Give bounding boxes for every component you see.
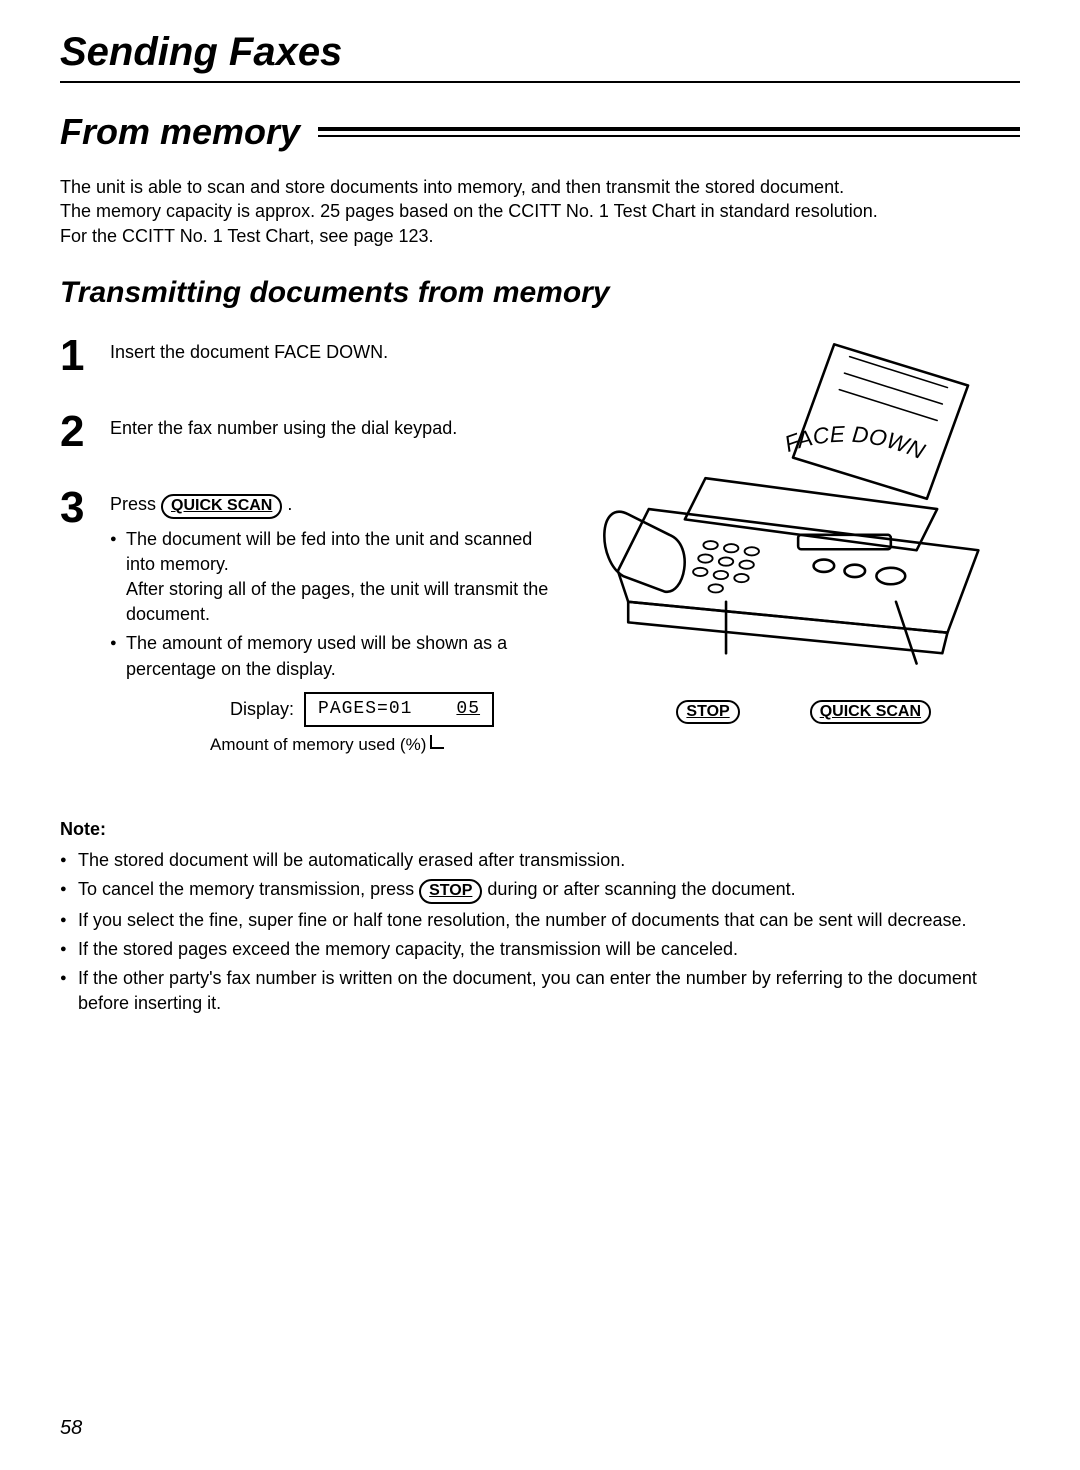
step-number: 1 (60, 334, 110, 378)
intro-text: The unit is able to scan and store docum… (60, 175, 1020, 248)
display-row: Display: PAGES=01 05 (230, 692, 557, 727)
face-down-label: FACE DOWN (781, 420, 929, 464)
svg-text:FACE DOWN: FACE DOWN (781, 420, 929, 464)
note-item: The stored document will be automaticall… (60, 848, 1020, 873)
step-lead: Press QUICK SCAN . (110, 492, 557, 519)
step-1: 1 Insert the document FACE DOWN. (60, 334, 557, 378)
stop-button-label: STOP (419, 879, 482, 904)
page-number: 58 (60, 1417, 82, 1440)
bullet-text: The amount of memory used will be shown … (126, 633, 507, 678)
intro-line-2: The memory capacity is approx. 25 pages … (60, 199, 1020, 223)
chapter-rule (60, 81, 1020, 83)
figure-column: FACE DOWN STOP QUICK SCAN (587, 334, 1020, 789)
subsection-title: Transmitting documents from memory (60, 276, 1020, 310)
step-lead-b: . (287, 494, 292, 514)
display-caption: Amount of memory used (%) (210, 733, 557, 757)
chapter-title: Sending Faxes (60, 30, 1020, 75)
step-2: 2 Enter the fax number using the dial ke… (60, 410, 557, 454)
step-bullet: The amount of memory used will be shown … (110, 631, 557, 681)
intro-line-1: The unit is able to scan and store docum… (60, 175, 1020, 199)
note-item: If you select the fine, super fine or ha… (60, 908, 1020, 933)
section-rule (318, 127, 1020, 137)
note-item: To cancel the memory transmission, press… (60, 877, 1020, 904)
quick-scan-button-label: QUICK SCAN (810, 700, 931, 725)
display-percent: 05 (456, 697, 480, 722)
step-lead-a: Press (110, 494, 161, 514)
section-title: From memory (60, 111, 300, 153)
notes-section: Note: The stored document will be automa… (60, 819, 1020, 1017)
note-heading: Note: (60, 819, 1020, 840)
step-body: Press QUICK SCAN . The document will be … (110, 486, 557, 757)
display-box: PAGES=01 05 (304, 692, 494, 727)
step-body: Enter the fax number using the dial keyp… (110, 410, 557, 454)
step-body: Insert the document FACE DOWN. (110, 334, 557, 378)
callout-hook-icon (430, 735, 444, 749)
section-header: From memory (60, 111, 1020, 153)
caption-text: Amount of memory used (%) (210, 733, 426, 757)
stop-button-label: STOP (676, 700, 739, 725)
content-row: 1 Insert the document FACE DOWN. 2 Enter… (60, 334, 1020, 789)
bullet-text: The document will be fed into the unit a… (126, 529, 532, 574)
step-number: 3 (60, 486, 110, 757)
intro-line-3: For the CCITT No. 1 Test Chart, see page… (60, 224, 1020, 248)
quick-scan-button-label: QUICK SCAN (161, 494, 282, 519)
step-bullet: The document will be fed into the unit a… (110, 527, 557, 628)
bullet-text: After storing all of the pages, the unit… (126, 579, 548, 624)
note-item: If the stored pages exceed the memory ca… (60, 937, 1020, 962)
step-text: Enter the fax number using the dial keyp… (110, 416, 557, 441)
note-item: If the other party's fax number is writt… (60, 966, 1020, 1016)
note-text: during or after scanning the document. (487, 879, 795, 899)
note-text: To cancel the memory transmission, press (78, 879, 419, 899)
display-pages: PAGES=01 (318, 697, 412, 722)
step-number: 2 (60, 410, 110, 454)
step-text: Insert the document FACE DOWN. (110, 340, 557, 365)
step-3: 3 Press QUICK SCAN . The document will b… (60, 486, 557, 757)
fax-machine-icon: FACE DOWN (587, 334, 1020, 705)
steps-column: 1 Insert the document FACE DOWN. 2 Enter… (60, 334, 557, 789)
display-label: Display: (230, 697, 294, 722)
